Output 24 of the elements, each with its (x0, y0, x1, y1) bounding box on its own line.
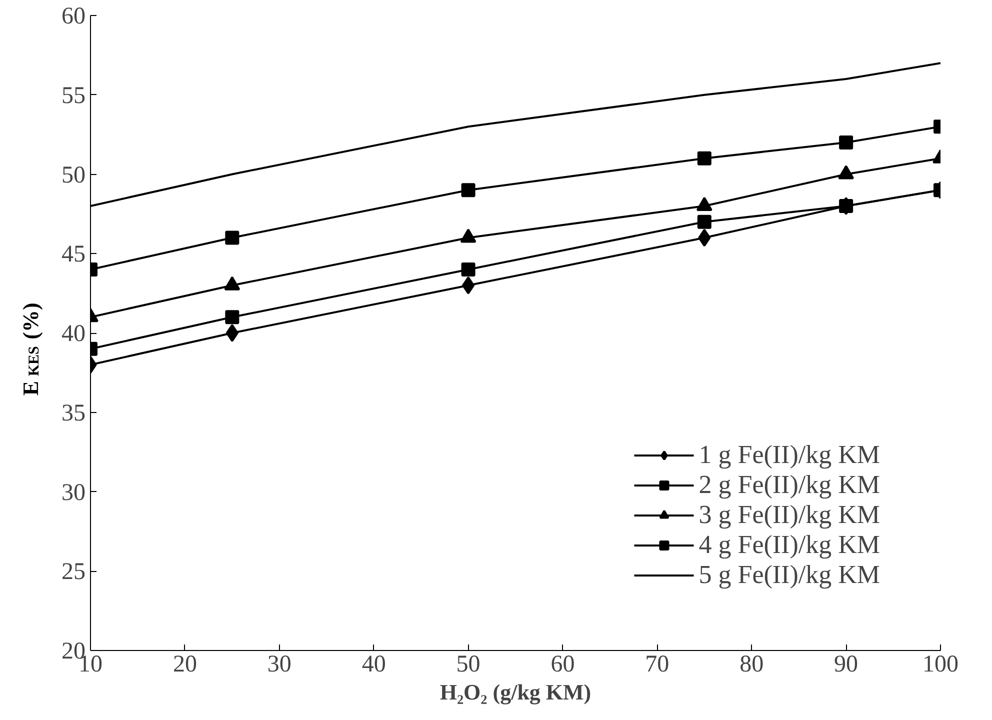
y-tick-label: 30 (62, 480, 86, 506)
y-tick-label: 60 (62, 4, 86, 30)
legend-label: 4 g Fe(II)/kg KM (698, 530, 880, 560)
x-tick-label: 70 (645, 652, 670, 678)
legend-label: 2 g Fe(II)/kg KM (698, 470, 880, 500)
y-axis-title: EKES (%) (18, 302, 43, 396)
y-tick-label: 50 (62, 162, 86, 188)
x-tick-label: 80 (740, 652, 764, 678)
x-axis-title: H₂O₂ (g/kg KM) (440, 680, 592, 704)
y-tick-label: 35 (62, 400, 86, 426)
legend-label: 3 g Fe(II)/kg KM (698, 500, 880, 530)
x-tick-label: 20 (172, 652, 197, 678)
x-tick-label: 40 (362, 652, 386, 678)
y-tick-label: 45 (62, 242, 86, 268)
y-tick-label: 40 (62, 321, 86, 347)
legend-label: 5 g Fe(II)/kg KM (698, 560, 880, 590)
x-tick-label: 50 (456, 652, 480, 678)
x-tick-label: 90 (834, 652, 858, 678)
x-tick-label: 60 (550, 652, 575, 678)
legend-label: 1 g Fe(II)/kg KM (698, 440, 880, 470)
x-tick-label: 30 (267, 652, 292, 678)
x-tick-label: 100 (922, 652, 958, 678)
y-tick-label: 25 (62, 559, 86, 586)
y-tick-label: 55 (62, 82, 86, 109)
